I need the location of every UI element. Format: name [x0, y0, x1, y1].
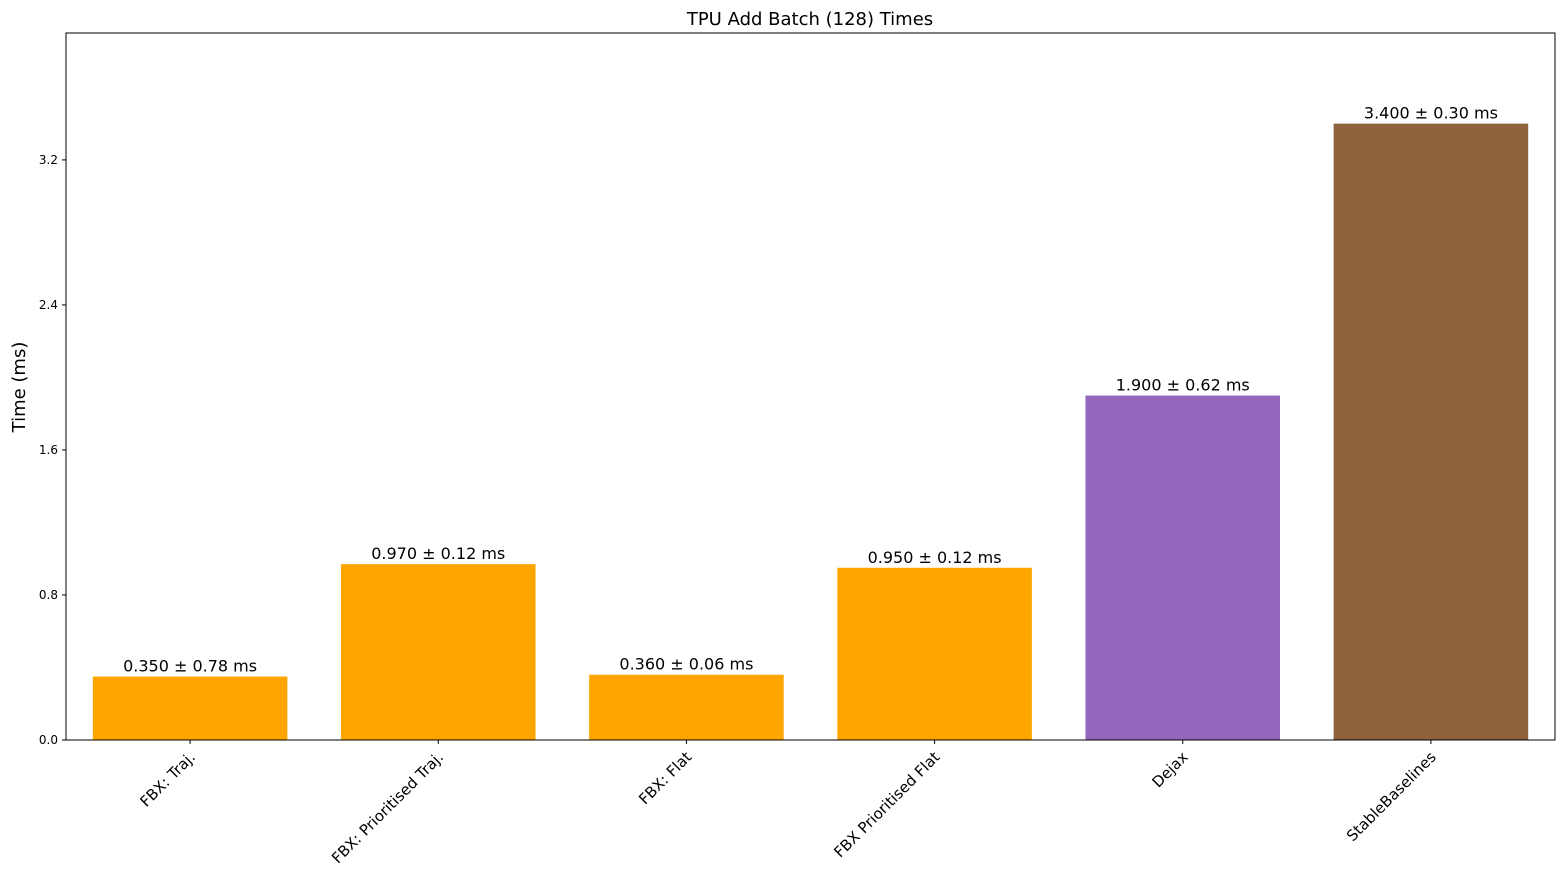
y-tick-label: 0.8: [39, 588, 58, 602]
data-label: 3.400 ± 0.30 ms: [1364, 104, 1498, 123]
bar: [1333, 123, 1529, 740]
data-label: 0.360 ± 0.06 ms: [619, 655, 753, 674]
y-tick-label: 1.6: [39, 443, 58, 457]
chart-title: TPU Add Batch (128) Times: [686, 9, 933, 30]
data-label: 0.950 ± 0.12 ms: [868, 548, 1002, 567]
bar: [837, 567, 1032, 740]
data-label: 1.900 ± 0.62 ms: [1116, 376, 1250, 395]
y-tick-label: 3.2: [39, 153, 58, 167]
plot-frame: [65, 32, 1556, 741]
y-tick-label: 0.0: [39, 733, 58, 747]
y-axis-label: Time (ms): [9, 342, 30, 434]
y-tick-label: 2.4: [39, 298, 58, 312]
bar: [340, 564, 536, 740]
bar: [589, 674, 784, 740]
bar: [92, 676, 288, 740]
bar: [1085, 395, 1281, 740]
data-label: 0.970 ± 0.12 ms: [371, 544, 505, 563]
data-label: 0.350 ± 0.78 ms: [123, 657, 257, 676]
